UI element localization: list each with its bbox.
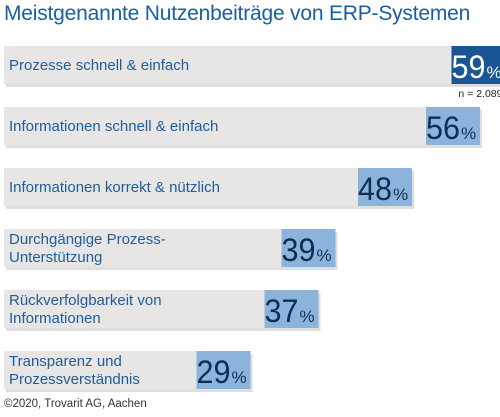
bar-label-1: Prozesse schnell & einfach: [9, 57, 189, 74]
bar-value-label-3: 48%: [358, 171, 408, 207]
bar-value-box-2: [426, 107, 480, 145]
bar-label-5: Rückverfolgbarkeit von Informationen: [9, 292, 162, 327]
bar-value-box-4: [281, 229, 336, 267]
bar-value-label-5: 37%: [264, 293, 314, 329]
bar-value-label-1: 59%: [451, 49, 500, 85]
bar-track-1: [4, 46, 500, 84]
copyright-footer: ©2020, Trovarit AG, Aachen: [4, 398, 147, 410]
bar-value-label-2: 56%: [426, 110, 476, 146]
chart-title: Meistgenannte Nutzenbeiträge von ERP-Sys…: [4, 2, 471, 25]
bar-value-box-1: [451, 46, 500, 84]
bar-value-box-6: [196, 351, 251, 389]
bar-value-label-4: 39%: [281, 232, 331, 268]
bar-track-2: [4, 107, 480, 145]
bar-label-2: Informationen schnell & einfach: [9, 118, 218, 135]
bar-track-3: [4, 168, 412, 206]
bar-value-box-3: [358, 168, 412, 206]
bar-label-3: Informationen korrekt & nützlich: [9, 179, 220, 196]
bar-value-label-6: 29%: [196, 354, 246, 390]
bar-label-4: Durchgängige Prozess-Unterstützung: [9, 231, 166, 266]
sample-size-note: n = 2.089: [458, 88, 500, 100]
bar-label-6: Transparenz und Prozessverständnis: [9, 353, 140, 388]
bar-track-4: [4, 229, 336, 267]
bar-value-box-5: [264, 290, 319, 328]
